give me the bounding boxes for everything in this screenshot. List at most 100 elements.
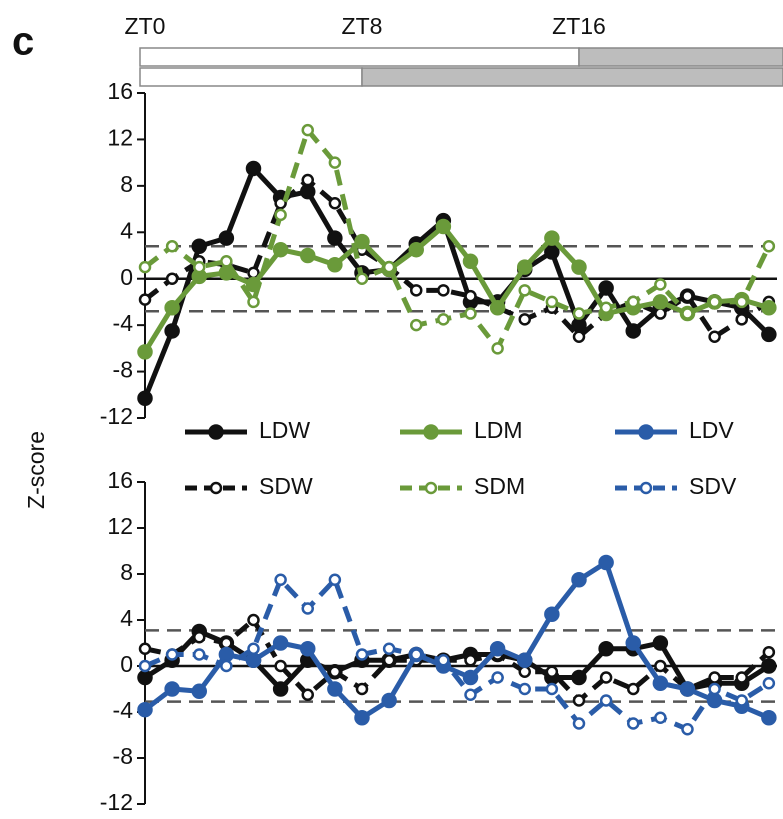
data-point [218, 230, 235, 246]
data-point [301, 688, 314, 701]
y-tick-label: 12 [107, 125, 133, 151]
data-point [165, 239, 179, 253]
legend-label: LDV [689, 417, 734, 443]
data-point [137, 701, 153, 718]
data-point [599, 301, 613, 314]
data-point [735, 313, 748, 326]
legend-label: SDM [474, 473, 525, 499]
data-point [598, 280, 614, 296]
data-point [137, 669, 153, 686]
data-point [572, 717, 586, 730]
data-point [626, 295, 640, 309]
data-point [301, 123, 314, 137]
data-point [491, 671, 504, 684]
data-point [218, 646, 235, 663]
data-point [489, 641, 506, 657]
data-point [654, 659, 667, 673]
data-point [192, 260, 206, 274]
y-tick-label: -8 [113, 743, 133, 769]
data-point [598, 641, 614, 657]
data-point [299, 641, 316, 657]
data-point [382, 260, 396, 274]
data-point [435, 218, 452, 235]
data-point [626, 717, 640, 730]
data-point [654, 307, 667, 320]
legend-marker [638, 424, 654, 440]
legend-label: LDW [259, 417, 310, 443]
data-point [165, 648, 179, 661]
data-point [761, 710, 777, 726]
data-point [625, 323, 641, 339]
data-point [272, 681, 289, 697]
data-point [247, 613, 260, 627]
data-point [708, 330, 721, 343]
data-point [164, 323, 180, 339]
legend-marker [208, 424, 224, 440]
data-point [654, 278, 667, 291]
data-point [572, 694, 586, 707]
data-point [408, 241, 424, 258]
data-point [382, 642, 396, 655]
data-point [381, 692, 397, 709]
data-point [437, 313, 450, 326]
data-point [274, 208, 287, 222]
data-point [654, 711, 667, 724]
data-point [489, 299, 506, 316]
data-point [220, 255, 233, 268]
data-point [518, 682, 531, 696]
data-point [571, 572, 587, 588]
data-point [681, 723, 694, 736]
data-point [652, 635, 669, 651]
data-point [464, 688, 477, 701]
data-point [138, 293, 152, 306]
y-tick-label: 0 [120, 264, 133, 290]
data-point [735, 295, 748, 309]
data-point [735, 671, 748, 684]
data-point [516, 652, 533, 668]
data-point [328, 156, 342, 169]
legend-marker [424, 481, 438, 495]
data-point [328, 665, 342, 678]
data-point [762, 239, 776, 253]
data-point [165, 272, 179, 285]
y-tick-label: 0 [120, 651, 133, 677]
data-point [518, 665, 531, 678]
data-point [355, 682, 369, 696]
data-point [138, 659, 152, 673]
data-point [544, 244, 560, 260]
data-point [192, 648, 206, 661]
data-point [679, 681, 696, 697]
series-line [143, 127, 772, 351]
data-point [761, 299, 777, 316]
data-point [327, 257, 343, 273]
series-line [142, 165, 771, 400]
legend-marker [423, 424, 439, 440]
data-point [544, 230, 560, 246]
data-point [301, 173, 314, 187]
legend-marker [209, 481, 223, 495]
data-point [464, 654, 477, 667]
y-tick-label: -4 [113, 697, 134, 723]
y-tick-label: 4 [120, 605, 133, 631]
data-point [462, 253, 479, 270]
data-point [464, 289, 477, 303]
data-point [247, 295, 260, 309]
y-tick-label: 16 [107, 78, 133, 104]
data-point [409, 284, 423, 297]
legend-label: SDV [689, 473, 737, 499]
dark-bar [361, 67, 783, 87]
data-point [518, 313, 531, 326]
data-point [301, 602, 314, 615]
y-tick-label: -12 [100, 403, 133, 429]
data-point [299, 247, 316, 264]
x-tick-label: ZT8 [342, 13, 383, 39]
data-point [191, 238, 207, 254]
data-point [571, 259, 587, 275]
data-point [137, 344, 153, 360]
data-point [516, 259, 533, 275]
data-point [192, 631, 206, 644]
y-tick-label: 16 [107, 467, 133, 493]
data-point [220, 659, 233, 673]
